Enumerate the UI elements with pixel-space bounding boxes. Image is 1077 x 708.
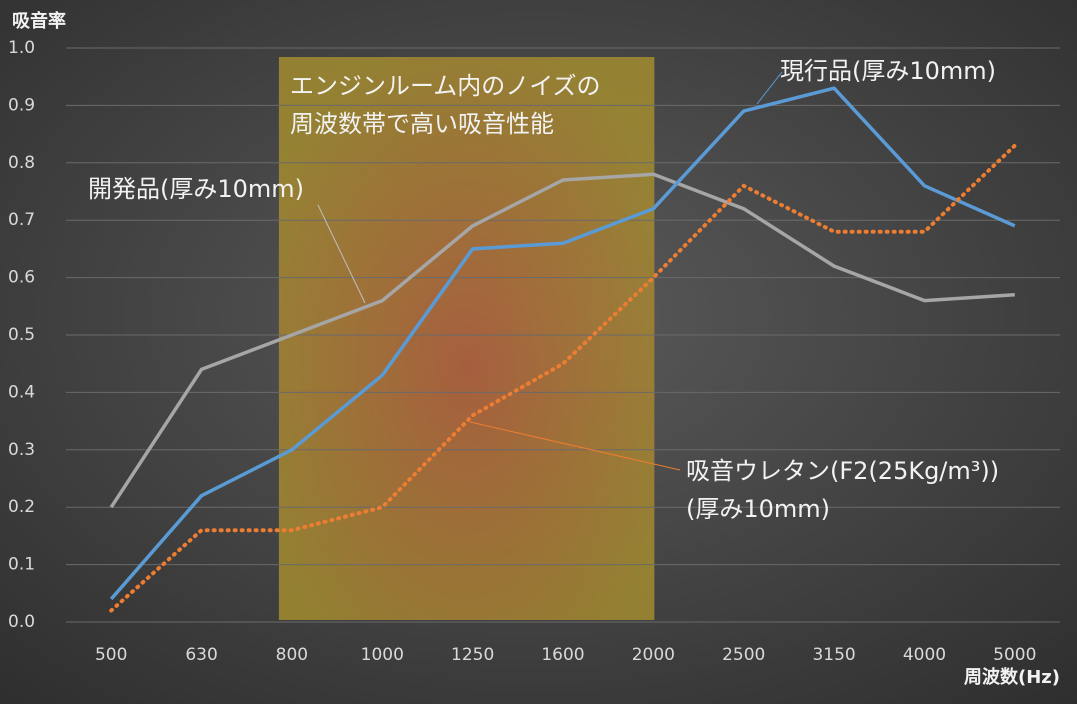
x-tick-label: 4000: [903, 645, 946, 665]
x-tick-label: 5000: [993, 645, 1036, 665]
series-label: 吸音ウレタン(F2(25Kg/m³)): [686, 457, 999, 485]
highlight-text: 周波数帯で高い吸音性能: [290, 110, 554, 138]
y-tick-label: 0.0: [8, 612, 35, 632]
y-tick-label: 0.1: [8, 555, 35, 575]
leader-line: [469, 421, 681, 471]
y-tick-label: 0.9: [8, 95, 35, 115]
x-tick-label: 1600: [541, 645, 584, 665]
leader-line: [317, 204, 366, 304]
x-tick-label: 2000: [632, 645, 675, 665]
x-tick-label: 1000: [361, 645, 404, 665]
y-tick-label: 0.7: [8, 210, 35, 230]
y-tick-label: 0.5: [8, 325, 35, 345]
y-tick-label: 0.6: [8, 268, 35, 288]
y-tick-label: 1.0: [8, 38, 35, 58]
series-label: 開発品(厚み10mm): [88, 175, 304, 203]
x-tick-label: 800: [276, 645, 308, 665]
y-tick-label: 0.4: [8, 382, 35, 402]
series-line: [109, 143, 1017, 613]
y-axis-title: 吸音率: [12, 10, 66, 32]
highlight-band: [278, 57, 655, 620]
y-tick-label: 0.8: [8, 153, 35, 173]
x-tick-label: 2500: [722, 645, 765, 665]
y-tick-label: 0.3: [8, 440, 35, 460]
series-line: [109, 86, 1016, 601]
y-tick-label: 0.2: [8, 497, 35, 517]
series-label: (厚み10mm): [686, 495, 830, 523]
highlight-text: エンジンルーム内のノイズの: [290, 72, 601, 100]
x-tick-label: 1250: [451, 645, 494, 665]
series-line: [109, 172, 1015, 509]
series-label: 現行品(厚み10mm): [780, 57, 996, 85]
x-tick-label: 3150: [812, 645, 855, 665]
x-tick-label: 500: [95, 645, 127, 665]
x-axis-title: 周波数(Hz): [964, 666, 1060, 688]
x-tick-label: 630: [185, 645, 217, 665]
leader-line: [756, 71, 783, 105]
